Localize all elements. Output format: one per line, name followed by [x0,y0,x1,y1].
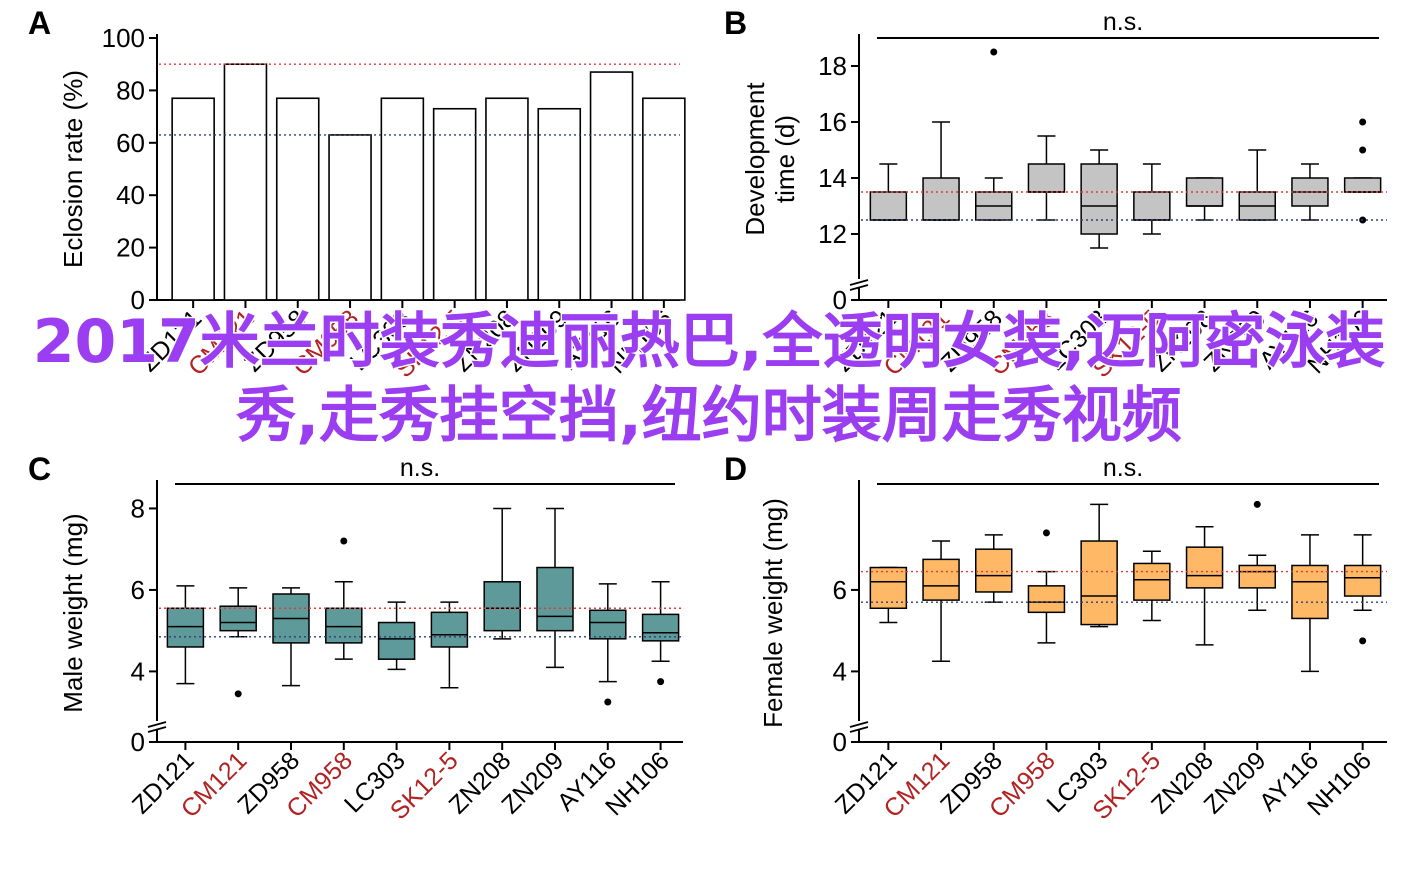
y-tick-label: 100 [102,23,145,53]
outlier-point [1359,637,1367,645]
bar [380,97,425,301]
y-tick-label: 0 [833,285,847,315]
bar [223,63,268,301]
y-tick-label: 40 [116,180,145,210]
box [641,613,680,642]
axis-break-mark [147,726,167,733]
y-tick-label: 14 [818,163,847,193]
panel-label: D [724,451,747,487]
box [430,611,469,648]
outlier-point [1359,146,1367,154]
box [1185,546,1224,589]
box [1133,562,1171,601]
outlier-point [1042,529,1050,537]
box [1133,191,1171,221]
box [922,177,960,221]
box [483,581,521,632]
y-axis-label: Female weight (mg) [758,498,788,728]
box [589,609,627,640]
box [377,621,416,660]
axis-break-mark [849,279,869,286]
y-axis-label-line: Development [740,82,770,236]
y-tick-label: 6 [833,575,847,605]
significance-label: n.s. [1103,454,1143,482]
box [166,607,205,648]
axis-break-mark [849,726,869,733]
outlier-point [234,690,242,698]
y-tick-label: 6 [131,575,145,605]
y-tick-label: 20 [116,233,145,263]
outlier-point [1359,118,1367,126]
bar [171,97,215,301]
y-axis-label: Eclosion rate (%) [58,70,88,268]
panel-label: A [28,5,51,41]
box [1080,163,1118,235]
bar [589,71,634,301]
bar [328,134,372,301]
bar [537,107,582,301]
bar [642,97,686,301]
box [219,605,257,632]
box [869,566,908,610]
box [869,191,908,221]
panel-label: C [28,451,51,487]
y-tick-label: 18 [818,51,847,81]
box [1080,540,1118,626]
bar [485,97,529,301]
box [1027,585,1066,614]
y-axis-label: Developmenttime (d) [740,82,800,236]
outlier-point [990,48,998,56]
axis-break-mark [849,284,869,291]
box [536,566,574,632]
box [1238,564,1276,589]
box [1291,564,1329,620]
panel-label: B [724,5,747,41]
bar [432,107,477,301]
significance-label: n.s. [400,454,440,482]
y-tick-label: 16 [818,107,847,137]
y-tick-label: 0 [131,727,145,757]
y-tick-label: 4 [833,656,847,686]
y-tick-label: 0 [131,285,145,315]
y-axis-label-line: time (d) [770,115,800,203]
y-axis-label: Male weight (mg) [58,513,88,712]
outlier-point [604,698,612,706]
outlier-point [340,537,348,545]
significance-label: n.s. [1103,8,1143,36]
axis-break-mark [147,721,167,728]
box [1343,177,1382,193]
y-tick-label: 60 [116,128,145,158]
box [1027,163,1066,193]
y-tick-label: 0 [833,727,847,757]
box [1343,564,1382,597]
y-tick-label: 12 [818,219,847,249]
axis-break-mark [849,721,869,728]
box [975,548,1013,593]
y-tick-label: 80 [116,75,145,105]
bar [275,97,320,301]
y-tick-label: 4 [131,656,145,686]
box [922,558,960,601]
box [325,607,363,644]
outlier-point [1253,500,1261,508]
y-tick-label: 8 [131,493,145,523]
outlier-point [657,678,665,686]
